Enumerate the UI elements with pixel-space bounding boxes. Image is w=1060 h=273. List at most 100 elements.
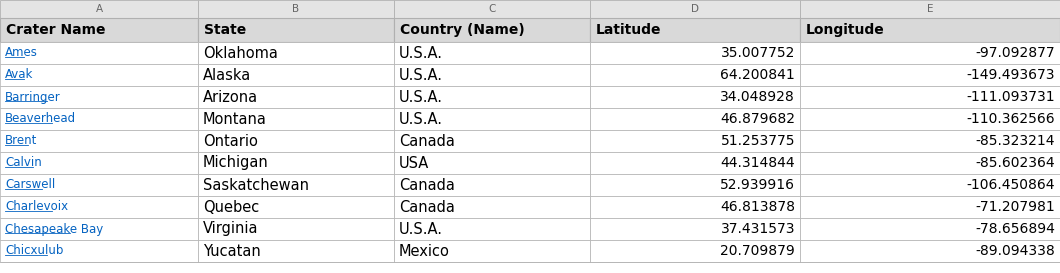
Bar <box>198 240 394 262</box>
Text: Latitude: Latitude <box>596 23 661 37</box>
Bar <box>198 0 394 18</box>
Bar <box>0 152 198 174</box>
Bar <box>394 196 590 218</box>
Bar <box>0 174 198 196</box>
Bar <box>800 0 1060 18</box>
Text: E: E <box>926 4 933 14</box>
Text: D: D <box>691 4 699 14</box>
Bar <box>394 86 590 108</box>
Text: 35.007752: 35.007752 <box>721 46 795 60</box>
Bar <box>800 64 1060 86</box>
Bar <box>0 196 198 218</box>
Text: 46.879682: 46.879682 <box>720 112 795 126</box>
Bar <box>394 42 590 64</box>
Text: -149.493673: -149.493673 <box>967 68 1055 82</box>
Text: A: A <box>95 4 103 14</box>
Bar <box>198 218 394 240</box>
Text: Oklahoma: Oklahoma <box>204 46 278 61</box>
Text: Ontario: Ontario <box>204 133 258 149</box>
Text: Canada: Canada <box>399 177 455 192</box>
Bar <box>800 18 1060 42</box>
Bar <box>800 86 1060 108</box>
Text: Country (Name): Country (Name) <box>400 23 525 37</box>
Text: Avak: Avak <box>5 69 33 82</box>
Bar <box>590 0 800 18</box>
Bar <box>590 64 800 86</box>
Bar <box>394 130 590 152</box>
Bar <box>198 42 394 64</box>
Text: -97.092877: -97.092877 <box>975 46 1055 60</box>
Text: -78.656894: -78.656894 <box>975 222 1055 236</box>
Bar <box>0 42 198 64</box>
Bar <box>198 86 394 108</box>
Bar <box>0 64 198 86</box>
Text: Carswell: Carswell <box>5 179 55 191</box>
Bar <box>394 152 590 174</box>
Text: -89.094338: -89.094338 <box>975 244 1055 258</box>
Text: Yucatan: Yucatan <box>204 244 261 259</box>
Bar <box>394 18 590 42</box>
Bar <box>590 196 800 218</box>
Bar <box>0 130 198 152</box>
Bar <box>394 240 590 262</box>
Bar <box>800 218 1060 240</box>
Text: 44.314844: 44.314844 <box>721 156 795 170</box>
Bar <box>800 42 1060 64</box>
Bar <box>198 64 394 86</box>
Text: 64.200841: 64.200841 <box>720 68 795 82</box>
Bar <box>394 0 590 18</box>
Text: Quebec: Quebec <box>204 200 260 215</box>
Bar <box>590 174 800 196</box>
Text: -111.093731: -111.093731 <box>967 90 1055 104</box>
Bar <box>198 18 394 42</box>
Bar <box>0 86 198 108</box>
Text: Montana: Montana <box>204 111 267 126</box>
Text: 51.253775: 51.253775 <box>721 134 795 148</box>
Bar <box>0 240 198 262</box>
Bar <box>394 218 590 240</box>
Text: -85.602364: -85.602364 <box>975 156 1055 170</box>
Text: Chicxulub: Chicxulub <box>5 245 64 257</box>
Text: -106.450864: -106.450864 <box>967 178 1055 192</box>
Bar <box>590 240 800 262</box>
Text: U.S.A.: U.S.A. <box>399 90 443 105</box>
Text: Calvin: Calvin <box>5 156 41 170</box>
Text: B: B <box>293 4 300 14</box>
Text: Canada: Canada <box>399 133 455 149</box>
Text: Arizona: Arizona <box>204 90 259 105</box>
Text: Mexico: Mexico <box>399 244 449 259</box>
Text: -71.207981: -71.207981 <box>975 200 1055 214</box>
Bar <box>198 152 394 174</box>
Text: 20.709879: 20.709879 <box>720 244 795 258</box>
Bar <box>800 196 1060 218</box>
Text: State: State <box>204 23 246 37</box>
Text: Alaska: Alaska <box>204 67 251 82</box>
Bar <box>590 130 800 152</box>
Bar <box>394 108 590 130</box>
Bar <box>590 218 800 240</box>
Text: Longitude: Longitude <box>806 23 885 37</box>
Bar <box>590 42 800 64</box>
Text: Saskatchewan: Saskatchewan <box>204 177 310 192</box>
Text: -85.323214: -85.323214 <box>975 134 1055 148</box>
Bar <box>0 108 198 130</box>
Bar <box>198 174 394 196</box>
Bar <box>198 130 394 152</box>
Bar <box>800 240 1060 262</box>
Bar <box>0 18 198 42</box>
Bar <box>800 174 1060 196</box>
Text: Canada: Canada <box>399 200 455 215</box>
Bar <box>590 152 800 174</box>
Text: U.S.A.: U.S.A. <box>399 67 443 82</box>
Bar <box>800 152 1060 174</box>
Text: Michigan: Michigan <box>204 156 269 171</box>
Bar <box>394 174 590 196</box>
Text: Chesapeake Bay: Chesapeake Bay <box>5 222 103 236</box>
Text: Beaverhead: Beaverhead <box>5 112 76 126</box>
Text: U.S.A.: U.S.A. <box>399 221 443 236</box>
Text: Brent: Brent <box>5 135 37 147</box>
Text: Charlevoix: Charlevoix <box>5 200 68 213</box>
Bar <box>590 18 800 42</box>
Text: Ames: Ames <box>5 46 38 60</box>
Text: U.S.A.: U.S.A. <box>399 111 443 126</box>
